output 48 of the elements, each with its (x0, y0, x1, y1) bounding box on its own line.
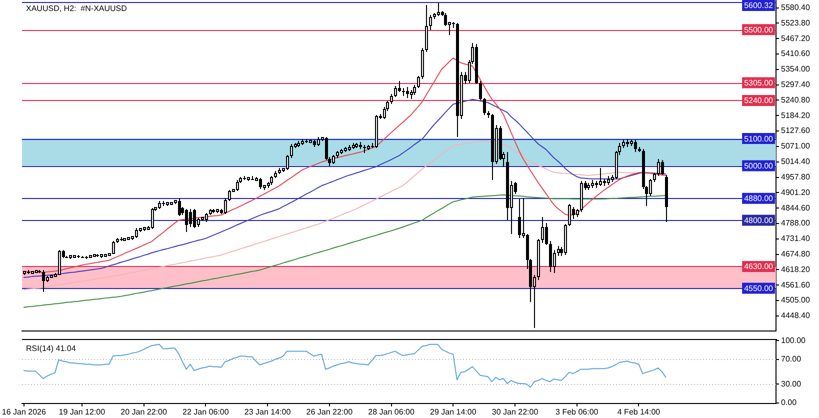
y-tick-label: 5240.80 (781, 95, 810, 104)
y-tick-label: 5071.00 (781, 142, 810, 151)
x-tick-label: 29 Jan 14:00 (430, 407, 477, 416)
ref-line-label: 5500.00 (744, 25, 774, 34)
y-tick-label: 4618.20 (781, 264, 810, 274)
ref-line-label: 5305.00 (744, 78, 774, 88)
ref-line-label: 4800.00 (744, 216, 774, 225)
y-tick-label: 4788.00 (781, 218, 810, 228)
text: RSI(14) 41.04 (26, 344, 76, 354)
x-tick-label: 26 Jan 22:00 (306, 407, 354, 416)
x-tick-label: 28 Jan 06:00 (368, 407, 415, 416)
y-tick-label: 5297.40 (781, 80, 810, 90)
x-tick-label: 22 Jan 06:00 (182, 407, 230, 416)
y-tick-label: 5127.60 (781, 126, 810, 136)
ref-line-label: 5600.32 (744, 1, 774, 10)
x-tick-label: 19 Jan 12:00 (58, 407, 106, 416)
y-tick-label: 4731.40 (781, 234, 810, 244)
ref-line-label: 5100.00 (744, 134, 774, 144)
y-tick-label: 5354.00 (781, 64, 810, 74)
y-tick-label: 100.00 (781, 336, 806, 345)
x-tick-label: 30 Jan 22:00 (492, 407, 539, 416)
y-tick-label: 4448.40 (781, 311, 810, 320)
y-tick-label: 4957.80 (781, 172, 810, 182)
x-tick-label: 3 Feb 06:00 (556, 407, 599, 416)
y-tick-label: 4674.80 (781, 249, 810, 258)
y-tick-label: 30.00 (781, 379, 802, 388)
y-tick-label: 4844.60 (781, 203, 810, 212)
ref-line-label: 5240.00 (744, 96, 774, 106)
y-tick-label: 4901.20 (781, 188, 810, 197)
y-tick-label: 5580.40 (781, 2, 810, 12)
y-tick-label: 5184.20 (781, 110, 810, 120)
x-tick-label: 20 Jan 22:00 (120, 407, 168, 416)
ref-line-label: 4630.00 (744, 262, 774, 272)
ref-line-label: 5000.00 (744, 161, 774, 170)
y-tick-label: 5014.40 (781, 157, 810, 166)
x-tick-label: 16 Jan 2026 (2, 407, 46, 416)
y-tick-label: 5410.60 (781, 49, 810, 58)
y-tick-label: 70.00 (781, 354, 802, 364)
ref-line-label: 4880.00 (744, 194, 774, 204)
x-tick-label: 23 Jan 14:00 (244, 407, 292, 416)
text: XAUUSD, H2: #N-XAUUSD (26, 4, 128, 14)
x-tick-label: 4 Feb 14:00 (617, 407, 661, 416)
y-tick-label: 5467.20 (781, 34, 810, 43)
ref-line-label: 4550.00 (744, 284, 774, 293)
y-tick-label: 0.00 (781, 398, 798, 407)
y-tick-label: 4561.60 (781, 280, 810, 290)
y-tick-label: 5523.80 (781, 18, 810, 28)
y-tick-label: 4505.00 (781, 296, 810, 305)
